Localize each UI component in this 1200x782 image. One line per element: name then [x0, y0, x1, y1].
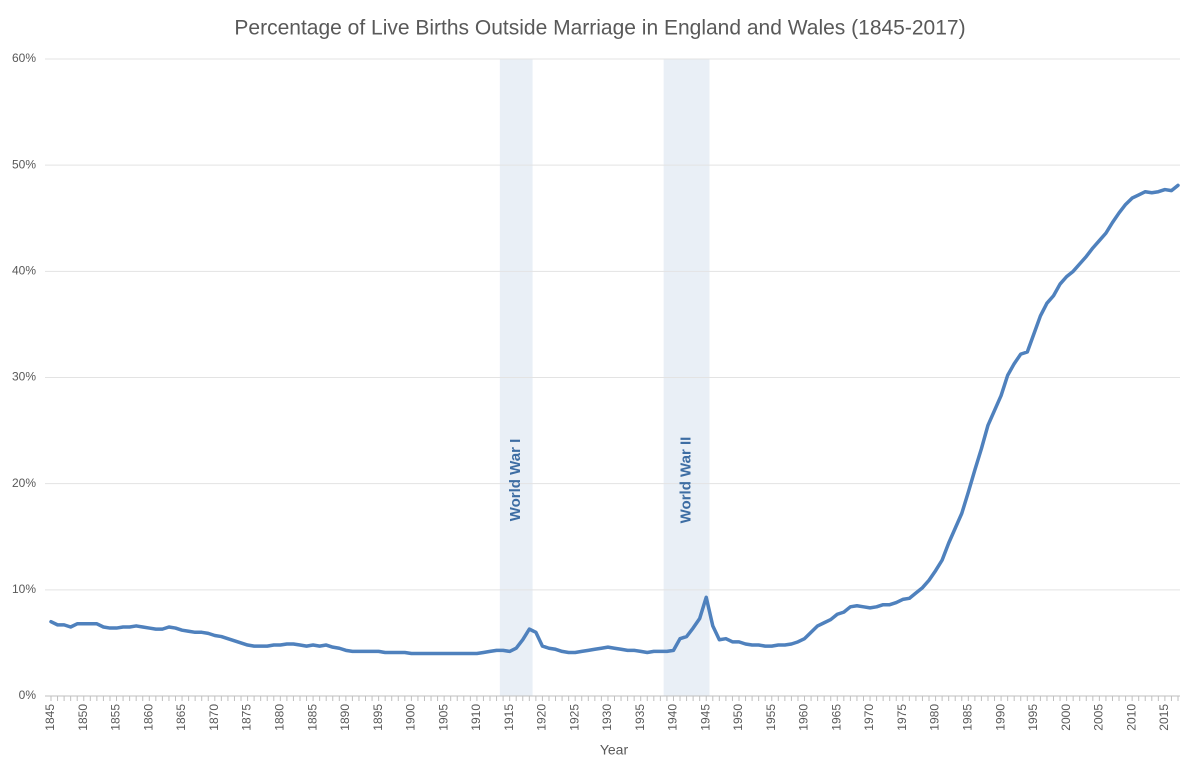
x-tick-label: 1910 [469, 704, 483, 731]
x-axis-title: Year [600, 742, 629, 758]
x-tick-label: 1965 [829, 704, 843, 731]
y-tick-label: 60% [12, 51, 36, 65]
x-tick-label: 1950 [731, 704, 745, 731]
chart-title: Percentage of Live Births Outside Marria… [234, 17, 965, 40]
x-tick-label: 1955 [764, 704, 778, 731]
x-tick-label: 1925 [567, 704, 581, 731]
data-line [49, 183, 1180, 656]
x-tick-label: 1875 [240, 704, 254, 731]
x-tick-label: 1940 [666, 704, 680, 731]
x-tick-label: 1990 [993, 704, 1007, 731]
x-tick-label: 1970 [862, 704, 876, 731]
x-tick-label: 1995 [1026, 704, 1040, 731]
y-tick-label: 10% [12, 582, 36, 596]
x-tick-label: 1960 [797, 704, 811, 731]
x-tick-label: 2015 [1157, 704, 1171, 731]
x-tick-label: 1860 [141, 704, 155, 731]
band-label: World War I [507, 439, 524, 522]
y-tick-label: 20% [12, 476, 36, 490]
x-tick-label: 1900 [404, 704, 418, 731]
band-label: World War II [678, 437, 695, 524]
x-tick-label: 1915 [502, 704, 516, 731]
x-tick-label: 1855 [109, 704, 123, 731]
x-tick-label: 2000 [1059, 704, 1073, 731]
x-tick-label: 1845 [43, 704, 57, 731]
x-tick-label: 1905 [436, 704, 450, 731]
x-tick-label: 1985 [960, 704, 974, 731]
y-tick-label: 40% [12, 264, 36, 278]
x-tick-label: 2010 [1124, 704, 1138, 731]
x-tick-label: 1865 [174, 704, 188, 731]
x-tick-label: 1880 [273, 704, 287, 731]
x-tick-label: 1895 [371, 704, 385, 731]
y-tick-label: 0% [19, 688, 37, 702]
x-tick-label: 1850 [76, 704, 90, 731]
x-tick-label: 1920 [535, 704, 549, 731]
x-tick-label: 1945 [698, 704, 712, 731]
y-tick-label: 30% [12, 370, 36, 384]
x-tick-label: 1885 [305, 704, 319, 731]
x-tick-label: 1935 [633, 704, 647, 731]
x-tick-label: 2005 [1092, 704, 1106, 731]
x-tick-label: 1980 [928, 704, 942, 731]
x-tick-label: 1890 [338, 704, 352, 731]
x-tick-label: 1870 [207, 704, 221, 731]
x-tick-label: 1975 [895, 704, 909, 731]
y-tick-label: 50% [12, 157, 36, 171]
x-tick-label: 1930 [600, 704, 614, 731]
